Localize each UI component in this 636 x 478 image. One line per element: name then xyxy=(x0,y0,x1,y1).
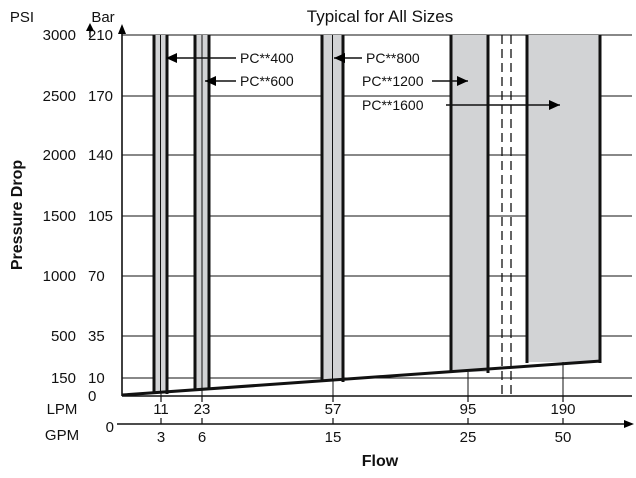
pc1200-label: PC**1200 xyxy=(362,73,424,89)
psi-tick-label: 2500 xyxy=(43,88,76,105)
gpm-axis-arrow xyxy=(624,420,634,428)
bar-tick-label: 210 xyxy=(88,27,113,44)
psi-tick-label: 1000 xyxy=(43,268,76,285)
psi-tick-label: 3000 xyxy=(43,27,76,44)
bar-tick-label: 105 xyxy=(88,208,113,225)
lpm-tick-label: 57 xyxy=(325,401,342,418)
lpm-tick-label: 11 xyxy=(153,401,169,418)
gpm-tick-label: 25 xyxy=(460,429,477,446)
pc1200-arrow-head xyxy=(457,76,468,86)
pc400-label: PC**400 xyxy=(240,50,294,66)
pc1600-arrow-head xyxy=(549,100,560,110)
gpm-origin-label: 0 xyxy=(106,419,114,436)
lpm-tick-label: 95 xyxy=(460,401,477,418)
pc400-arrow-head xyxy=(166,53,177,63)
gpm-tick-label: 6 xyxy=(198,429,206,446)
band-labels: PC**400 PC**600 PC**800 PC**1200 PC**1600 xyxy=(166,50,560,113)
psi-tick-label: 2000 xyxy=(43,147,76,164)
psi-tick-label: 150 xyxy=(51,370,76,387)
band-pc1600 xyxy=(527,35,600,362)
flow-bands xyxy=(152,35,602,394)
gpm-tick-label: 50 xyxy=(555,429,572,446)
bar-tick-label: 70 xyxy=(88,268,105,285)
pc800-arrow-head xyxy=(334,53,345,63)
x-axis-title: Flow xyxy=(362,453,399,470)
lpm-tick-label: 190 xyxy=(550,401,575,418)
bar-tick-label: 35 xyxy=(88,328,105,345)
y-axis-arrow xyxy=(118,24,126,34)
y-unit-psi: PSI xyxy=(10,9,34,26)
x-unit-gpm: GPM xyxy=(45,427,79,444)
pc800-label: PC**800 xyxy=(366,50,420,66)
bar-tick-label: 10 xyxy=(88,370,105,387)
chart-title: Typical for All Sizes xyxy=(307,7,453,26)
y-unit-bar: Bar xyxy=(91,9,114,26)
x-unit-lpm: LPM xyxy=(47,401,78,418)
gpm-tick-label: 3 xyxy=(157,429,165,446)
psi-tick-label: 500 xyxy=(51,328,76,345)
pc600-label: PC**600 xyxy=(240,73,294,89)
psi-tick-label: 1500 xyxy=(43,208,76,225)
bar-tick-label: 170 xyxy=(88,88,113,105)
bar-tick-label: 140 xyxy=(88,147,113,164)
bar-tick-label: 0 xyxy=(88,388,96,405)
pressure-baseline xyxy=(121,359,602,397)
pc600-arrow-head xyxy=(205,76,216,86)
lpm-tick-label: 23 xyxy=(194,401,211,418)
psi-unit-arrow-head xyxy=(86,23,94,31)
gpm-tick-label: 15 xyxy=(325,429,342,446)
band-pc1200 xyxy=(451,35,488,372)
pc1600-label: PC**1600 xyxy=(362,97,424,113)
y-axis-title: Pressure Drop xyxy=(9,160,26,270)
